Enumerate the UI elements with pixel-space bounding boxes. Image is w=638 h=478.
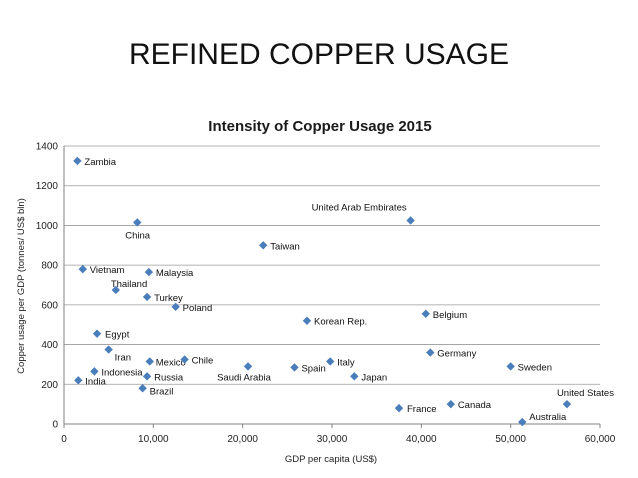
data-point-label: Mexico [156,357,186,368]
data-point-marker [243,362,253,371]
y-axis-label: Copper usage per GDP (tonnes/ US$ bln) [16,198,27,374]
data-point-marker [138,384,147,393]
data-point-label: Indonesia [101,367,143,378]
data-point-marker [74,376,83,385]
x-tick-label: 0 [61,434,67,445]
x-tick-label: 30,000 [317,434,348,445]
data-point-marker [518,417,527,427]
data-point-marker [426,348,435,357]
data-point-label: United States [557,388,614,399]
x-tick-label: 10,000 [138,434,169,445]
data-point-marker [104,345,113,354]
slide-title: REFINED COPPER USAGE [128,38,510,71]
data-point-marker [145,357,154,366]
data-point-marker [142,372,152,381]
data-point-marker [171,302,180,312]
y-tick-label: 200 [41,380,58,391]
data-point-marker [133,218,142,227]
data-point-marker [90,367,99,376]
data-point-label: Brazil [150,386,174,397]
grid-lines [64,145,600,385]
data-point-label: Sweden [518,362,552,373]
data-point-label: Japan [361,372,387,383]
data-point-label: France [407,404,437,415]
data-point-marker [290,363,299,372]
data-point-marker [506,362,515,371]
data-point-marker [326,357,335,366]
data-point-label: United Arab Embirates [312,202,407,213]
data-point-marker [446,399,456,409]
x-axis-label: GDP per capita (US$) [285,454,377,465]
data-point-marker [406,216,415,225]
data-points: Zambia China United Arab Embirates Taiwan Vi… [73,156,614,427]
y-tick-label: 600 [41,300,58,311]
y-tick-label: 0 [52,420,58,431]
data-point-marker [142,292,152,302]
axes [63,146,601,428]
data-point-marker [394,403,404,413]
y-tick-label: 1200 [36,181,59,192]
data-point-label: Spain [301,363,325,374]
tick-labels: 0 200 400 600 800 1000 1200 1400 0 10,000 20,000 30… [36,142,616,446]
y-tick-label: 800 [41,261,58,272]
data-point-label: Australia [529,412,567,423]
data-point-label: Russia [154,372,184,383]
data-point-label: Vietnam [90,265,125,276]
data-point-label: India [85,376,106,387]
x-tick-label: 50,000 [495,434,526,445]
data-point-label: Germany [437,349,476,360]
x-tick-label: 20,000 [227,434,258,445]
data-point-label: Egypt [105,330,130,341]
data-point-marker [92,329,102,338]
data-point-marker [73,156,82,166]
data-point-marker [562,399,572,409]
data-point-label: Malaysia [156,268,194,279]
y-tick-label: 1400 [36,142,59,153]
data-point-marker [78,264,87,274]
data-point-label: Poland [183,303,213,314]
data-point-marker [302,316,312,325]
data-point-label: Italy [337,357,355,368]
data-point-marker [350,372,359,381]
data-point-label: Saudi Arabia [217,372,272,383]
data-point-marker [421,309,430,318]
data-point-marker [259,241,268,250]
data-point-label: China [125,230,151,241]
chart-title: Intensity of Copper Usage 2015 [208,118,431,135]
data-point-marker [180,355,189,364]
y-tick-label: 400 [41,340,58,351]
data-point-label: Chile [192,355,214,366]
data-point-label: Iran [115,353,131,364]
data-point-label: Canada [458,400,492,411]
data-point-label: Korean Rep. [314,317,367,328]
data-point-label: Thailand [111,279,147,290]
data-point-marker [111,285,121,295]
x-tick-label: 60,000 [585,434,616,445]
data-point-label: Taiwan [270,241,300,252]
data-point-label: Zambia [84,157,116,168]
data-point-label: Turkey [154,293,183,304]
y-tick-label: 1000 [36,221,59,232]
x-tick-label: 40,000 [406,434,437,445]
data-point-label: Belgium [433,310,467,321]
data-point-marker [144,267,154,277]
